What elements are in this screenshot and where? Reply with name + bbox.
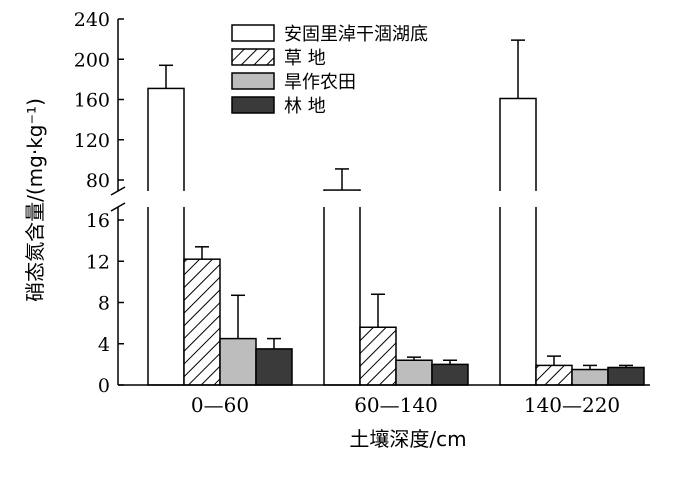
bar-3-1 bbox=[431, 363, 469, 386]
y-tick-label-lower-1: 4 bbox=[98, 334, 110, 356]
axis-break-gap bbox=[120, 191, 652, 207]
legend-swatch-3 bbox=[231, 96, 275, 114]
bar-3-0 bbox=[255, 348, 293, 386]
y-tick-label-lower-3: 12 bbox=[86, 251, 110, 273]
axis-break-mark-1 bbox=[110, 186, 126, 196]
bar-1-0 bbox=[183, 258, 221, 386]
bar-2-2 bbox=[571, 368, 609, 386]
legend-swatch-2 bbox=[231, 72, 275, 90]
bar-0-1 bbox=[323, 189, 361, 386]
axis-break-mark-2 bbox=[110, 202, 126, 212]
bar-1-1 bbox=[359, 326, 397, 386]
y-tick-label-upper-3: 200 bbox=[74, 49, 110, 71]
legend-label-0: 安固里淖干涸湖底 bbox=[284, 24, 428, 45]
bar-0-2 bbox=[499, 97, 537, 386]
x-axis-title: 土壤深度/cm bbox=[349, 427, 466, 451]
y-tick-label-upper-4: 240 bbox=[74, 9, 110, 31]
y-tick-label-lower-2: 8 bbox=[98, 293, 110, 315]
legend-label-3: 林 地 bbox=[284, 96, 326, 117]
x-tick-label-2: 140—220 bbox=[524, 393, 620, 417]
y-tick-label-upper-0: 80 bbox=[86, 170, 110, 192]
bar-2-0 bbox=[219, 337, 257, 386]
bar-1-2 bbox=[535, 364, 573, 386]
y-tick-label-lower-0: 0 bbox=[98, 375, 110, 397]
x-tick-label-1: 60—140 bbox=[354, 393, 438, 417]
y-axis-title: 硝态氮含量/(mg·kg⁻¹) bbox=[23, 98, 47, 302]
legend-label-1: 草 地 bbox=[284, 48, 326, 69]
y-tick-label-upper-2: 160 bbox=[74, 90, 110, 112]
legend-swatch-0 bbox=[231, 24, 275, 42]
bar-3-2 bbox=[607, 366, 645, 386]
x-tick-label-0: 0—60 bbox=[191, 393, 249, 417]
legend-label-2: 旱作农田 bbox=[284, 72, 356, 93]
y-tick-label-upper-1: 120 bbox=[74, 130, 110, 152]
y-tick-label-lower-4: 16 bbox=[86, 210, 110, 232]
bar-0-0 bbox=[147, 87, 185, 386]
bar-2-1 bbox=[395, 359, 433, 386]
legend-swatch-1 bbox=[231, 48, 275, 66]
